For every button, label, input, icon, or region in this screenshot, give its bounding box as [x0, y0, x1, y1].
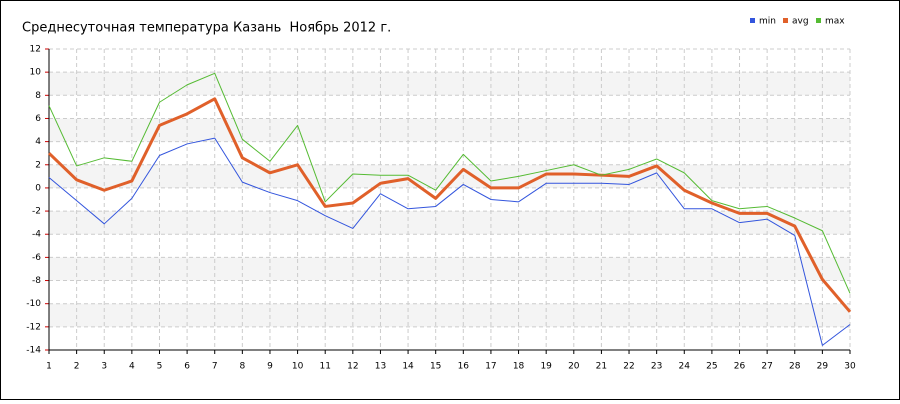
x-tick-label: 3 — [101, 362, 107, 372]
x-tick-label: 12 — [347, 362, 358, 372]
x-tick-label: 14 — [402, 362, 414, 372]
y-tick-label: 0 — [35, 183, 41, 193]
x-tick-label: 23 — [651, 362, 662, 372]
x-tick-label: 1 — [46, 362, 52, 372]
y-tick-label: -12 — [26, 322, 41, 332]
y-tick-label: -8 — [32, 276, 41, 286]
y-tick-label: -10 — [26, 299, 41, 309]
x-tick-label: 18 — [513, 362, 525, 372]
x-tick-label: 11 — [319, 362, 330, 372]
x-tick-label: 26 — [734, 362, 746, 372]
y-tick-label: 12 — [30, 45, 41, 55]
y-tick-label: -14 — [26, 346, 41, 356]
x-tick-label: 6 — [184, 362, 190, 372]
x-tick-label: 15 — [430, 362, 441, 372]
legend-swatch — [783, 18, 788, 23]
x-tick-label: 8 — [239, 362, 245, 372]
series-line — [48, 137, 851, 346]
x-tick-label: 20 — [568, 362, 580, 372]
x-tick-label: 4 — [129, 362, 135, 372]
y-tick-label: 6 — [35, 114, 41, 124]
grid-band — [49, 303, 850, 327]
grid-band — [49, 164, 850, 188]
y-tick-label: 8 — [35, 91, 41, 101]
grid-band — [49, 211, 850, 235]
y-tick-label: 10 — [30, 68, 42, 78]
x-tick-label: 22 — [623, 362, 634, 372]
legend-swatch — [750, 18, 755, 23]
legend-label: avg — [792, 17, 809, 27]
legend-label: min — [759, 17, 776, 27]
legend-swatch — [816, 18, 821, 23]
series-line — [47, 97, 852, 313]
x-tick-label: 10 — [292, 362, 304, 372]
x-tick-label: 19 — [540, 362, 552, 372]
x-tick-label: 16 — [458, 362, 470, 372]
x-tick-label: 17 — [485, 362, 496, 372]
x-tick-label: 30 — [844, 362, 856, 372]
x-tick-label: 7 — [212, 362, 218, 372]
x-tick-label: 27 — [761, 362, 772, 372]
x-tick-label: 9 — [267, 362, 273, 372]
x-tick-label: 2 — [74, 362, 80, 372]
y-tick-label: 2 — [35, 160, 41, 170]
x-tick-label: 21 — [596, 362, 607, 372]
y-tick-label: -6 — [32, 253, 41, 263]
x-tick-label: 13 — [375, 362, 386, 372]
grid-band — [49, 118, 850, 142]
y-tick-label: -4 — [32, 230, 41, 240]
y-tick-label: 4 — [35, 137, 41, 147]
series-line — [48, 72, 851, 294]
y-tick-label: -2 — [32, 207, 41, 217]
x-tick-label: 28 — [789, 362, 801, 372]
grid-band — [49, 72, 850, 96]
x-tick-label: 5 — [157, 362, 163, 372]
chart-title: Среднесуточная температура Казань Ноябрь… — [22, 21, 391, 36]
x-tick-label: 25 — [706, 362, 717, 372]
legend-label: max — [825, 17, 845, 27]
x-tick-label: 29 — [817, 362, 829, 372]
grid-band — [49, 257, 850, 281]
x-tick-label: 24 — [679, 362, 691, 372]
